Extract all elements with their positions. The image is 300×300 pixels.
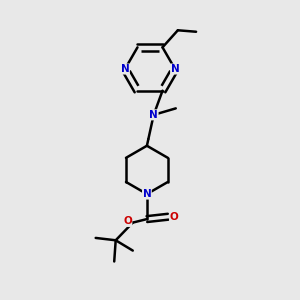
Text: O: O [123, 216, 132, 226]
Text: O: O [169, 212, 178, 222]
Text: N: N [121, 64, 129, 74]
Text: N: N [142, 189, 151, 199]
Text: N: N [149, 110, 158, 120]
Text: N: N [171, 64, 179, 74]
